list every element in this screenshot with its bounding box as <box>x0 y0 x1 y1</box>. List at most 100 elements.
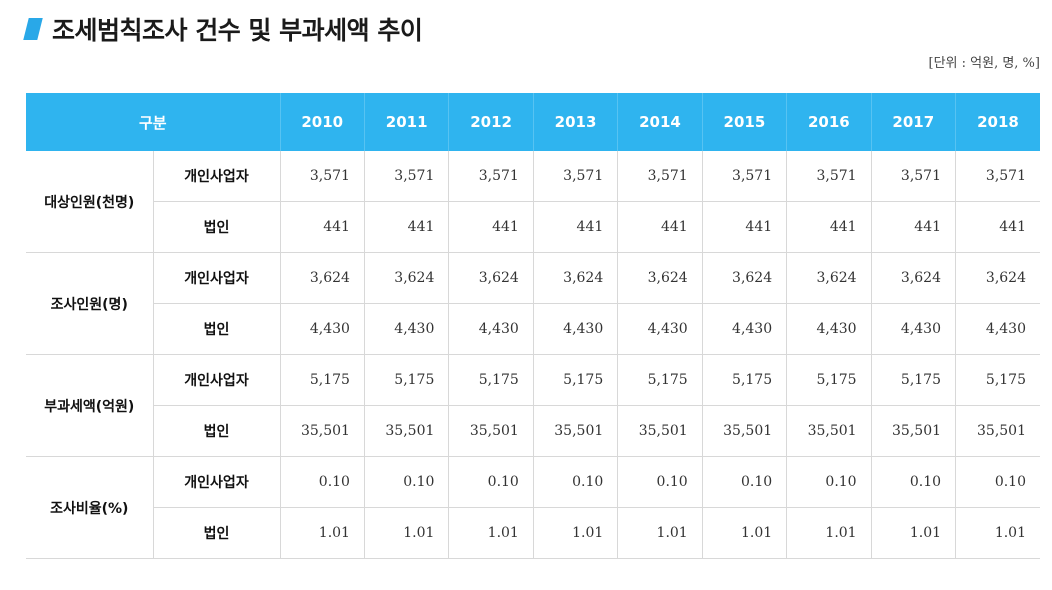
value-cell: 5,175 <box>533 354 619 406</box>
value-cell: 4,430 <box>702 303 788 355</box>
value-cell: 441 <box>617 201 703 253</box>
value-cell: 35,501 <box>702 405 788 457</box>
table-row: 법인 35,501 35,501 35,501 35,501 35,501 35,501 35… <box>26 405 1040 457</box>
value-cell: 4,430 <box>786 303 872 355</box>
value-cell: 35,501 <box>364 405 450 457</box>
header-year: 2011 <box>364 93 450 151</box>
value-cell: 5,175 <box>871 354 957 406</box>
table-row: 조사인원(명) 개인사업자 3,624 3,624 3,624 3,624 3,624 3,6… <box>26 252 1040 355</box>
header-year: 2010 <box>280 93 365 151</box>
title-accent-mark <box>23 18 43 40</box>
value-cell: 441 <box>702 201 788 253</box>
value-cell: 3,624 <box>280 252 365 304</box>
value-cell: 1.01 <box>448 507 534 559</box>
table-row: 대상인원(천명) 개인사업자 3,571 3,571 3,571 3,571 3,571 3,… <box>26 151 1040 253</box>
value-cell: 35,501 <box>533 405 619 457</box>
header-year: 2013 <box>533 93 619 151</box>
header-category: 구분 <box>26 93 281 151</box>
value-cell: 441 <box>280 201 365 253</box>
value-cell: 1.01 <box>533 507 619 559</box>
value-cell: 35,501 <box>955 405 1040 457</box>
value-cell: 1.01 <box>786 507 872 559</box>
value-cell: 3,624 <box>702 252 788 304</box>
row-sub-label: 개인사업자 <box>153 456 281 508</box>
value-cell: 1.01 <box>364 507 450 559</box>
row-group-label: 부과세액(억원) <box>26 354 154 457</box>
value-cell: 3,624 <box>448 252 534 304</box>
value-cell: 35,501 <box>280 405 365 457</box>
row-group-label: 조사인원(명) <box>26 252 154 355</box>
value-cell: 0.10 <box>280 456 365 508</box>
value-cell: 3,571 <box>702 151 788 202</box>
value-cell: 4,430 <box>533 303 619 355</box>
value-cell: 1.01 <box>871 507 957 559</box>
value-cell: 3,571 <box>364 151 450 202</box>
value-cell: 3,624 <box>786 252 872 304</box>
value-cell: 0.10 <box>955 456 1040 508</box>
value-cell: 3,571 <box>786 151 872 202</box>
value-cell: 5,175 <box>617 354 703 406</box>
row-sub-label: 법인 <box>153 507 281 559</box>
value-cell: 3,571 <box>448 151 534 202</box>
row-group-label: 대상인원(천명) <box>26 151 154 253</box>
value-cell: 4,430 <box>871 303 957 355</box>
row-sub-label: 개인사업자 <box>153 151 281 202</box>
header-year: 2014 <box>617 93 703 151</box>
value-cell: 5,175 <box>448 354 534 406</box>
value-cell: 0.10 <box>364 456 450 508</box>
value-cell: 5,175 <box>786 354 872 406</box>
value-cell: 3,624 <box>364 252 450 304</box>
value-cell: 3,624 <box>871 252 957 304</box>
value-cell: 0.10 <box>702 456 788 508</box>
header-year: 2015 <box>702 93 788 151</box>
value-cell: 3,571 <box>617 151 703 202</box>
value-cell: 441 <box>533 201 619 253</box>
value-cell: 3,624 <box>955 252 1040 304</box>
data-table: 구분 2010 2011 2012 2013 2014 2015 2016 20… <box>26 93 1040 559</box>
value-cell: 1.01 <box>955 507 1040 559</box>
value-cell: 35,501 <box>617 405 703 457</box>
header-year: 2012 <box>448 93 534 151</box>
value-cell: 0.10 <box>871 456 957 508</box>
value-cell: 441 <box>955 201 1040 253</box>
row-sub-label: 개인사업자 <box>153 354 281 406</box>
row-sub-label: 개인사업자 <box>153 252 281 304</box>
table-row: 법인 4,430 4,430 4,430 4,430 4,430 4,430 4,430 4,4… <box>26 303 1040 355</box>
table-row: 법인 441 441 441 441 441 441 441 441 441 <box>26 201 1040 253</box>
header-year: 2018 <box>955 93 1040 151</box>
value-cell: 5,175 <box>702 354 788 406</box>
table-row: 조사비율(%) 개인사업자 0.10 0.10 0.10 0.10 0.10 0.10 0.10… <box>26 456 1040 559</box>
value-cell: 1.01 <box>280 507 365 559</box>
value-cell: 3,624 <box>533 252 619 304</box>
value-cell: 441 <box>364 201 450 253</box>
title-bar: 조세범칙조사 건수 및 부과세액 추이 <box>23 12 423 46</box>
unit-note: [단위 : 억원, 명, %] <box>928 56 1040 71</box>
value-cell: 1.01 <box>702 507 788 559</box>
value-cell: 441 <box>448 201 534 253</box>
value-cell: 0.10 <box>617 456 703 508</box>
table-row: 부과세액(억원) 개인사업자 5,175 5,175 5,175 5,175 5,175 5,… <box>26 354 1040 457</box>
page-title: 조세범칙조사 건수 및 부과세액 추이 <box>52 16 423 45</box>
value-cell: 4,430 <box>364 303 450 355</box>
value-cell: 4,430 <box>955 303 1040 355</box>
value-cell: 3,571 <box>871 151 957 202</box>
value-cell: 441 <box>786 201 872 253</box>
header-year: 2017 <box>871 93 957 151</box>
value-cell: 4,430 <box>448 303 534 355</box>
value-cell: 5,175 <box>280 354 365 406</box>
value-cell: 35,501 <box>871 405 957 457</box>
row-sub-label: 법인 <box>153 201 281 253</box>
row-sub-label: 법인 <box>153 303 281 355</box>
value-cell: 3,571 <box>533 151 619 202</box>
value-cell: 3,571 <box>955 151 1040 202</box>
value-cell: 0.10 <box>448 456 534 508</box>
value-cell: 5,175 <box>364 354 450 406</box>
value-cell: 0.10 <box>533 456 619 508</box>
row-sub-label: 법인 <box>153 405 281 457</box>
header-row: 구분 2010 2011 2012 2013 2014 2015 2016 20… <box>26 93 1040 151</box>
value-cell: 35,501 <box>786 405 872 457</box>
value-cell: 0.10 <box>786 456 872 508</box>
value-cell: 441 <box>871 201 957 253</box>
value-cell: 1.01 <box>617 507 703 559</box>
value-cell: 4,430 <box>280 303 365 355</box>
